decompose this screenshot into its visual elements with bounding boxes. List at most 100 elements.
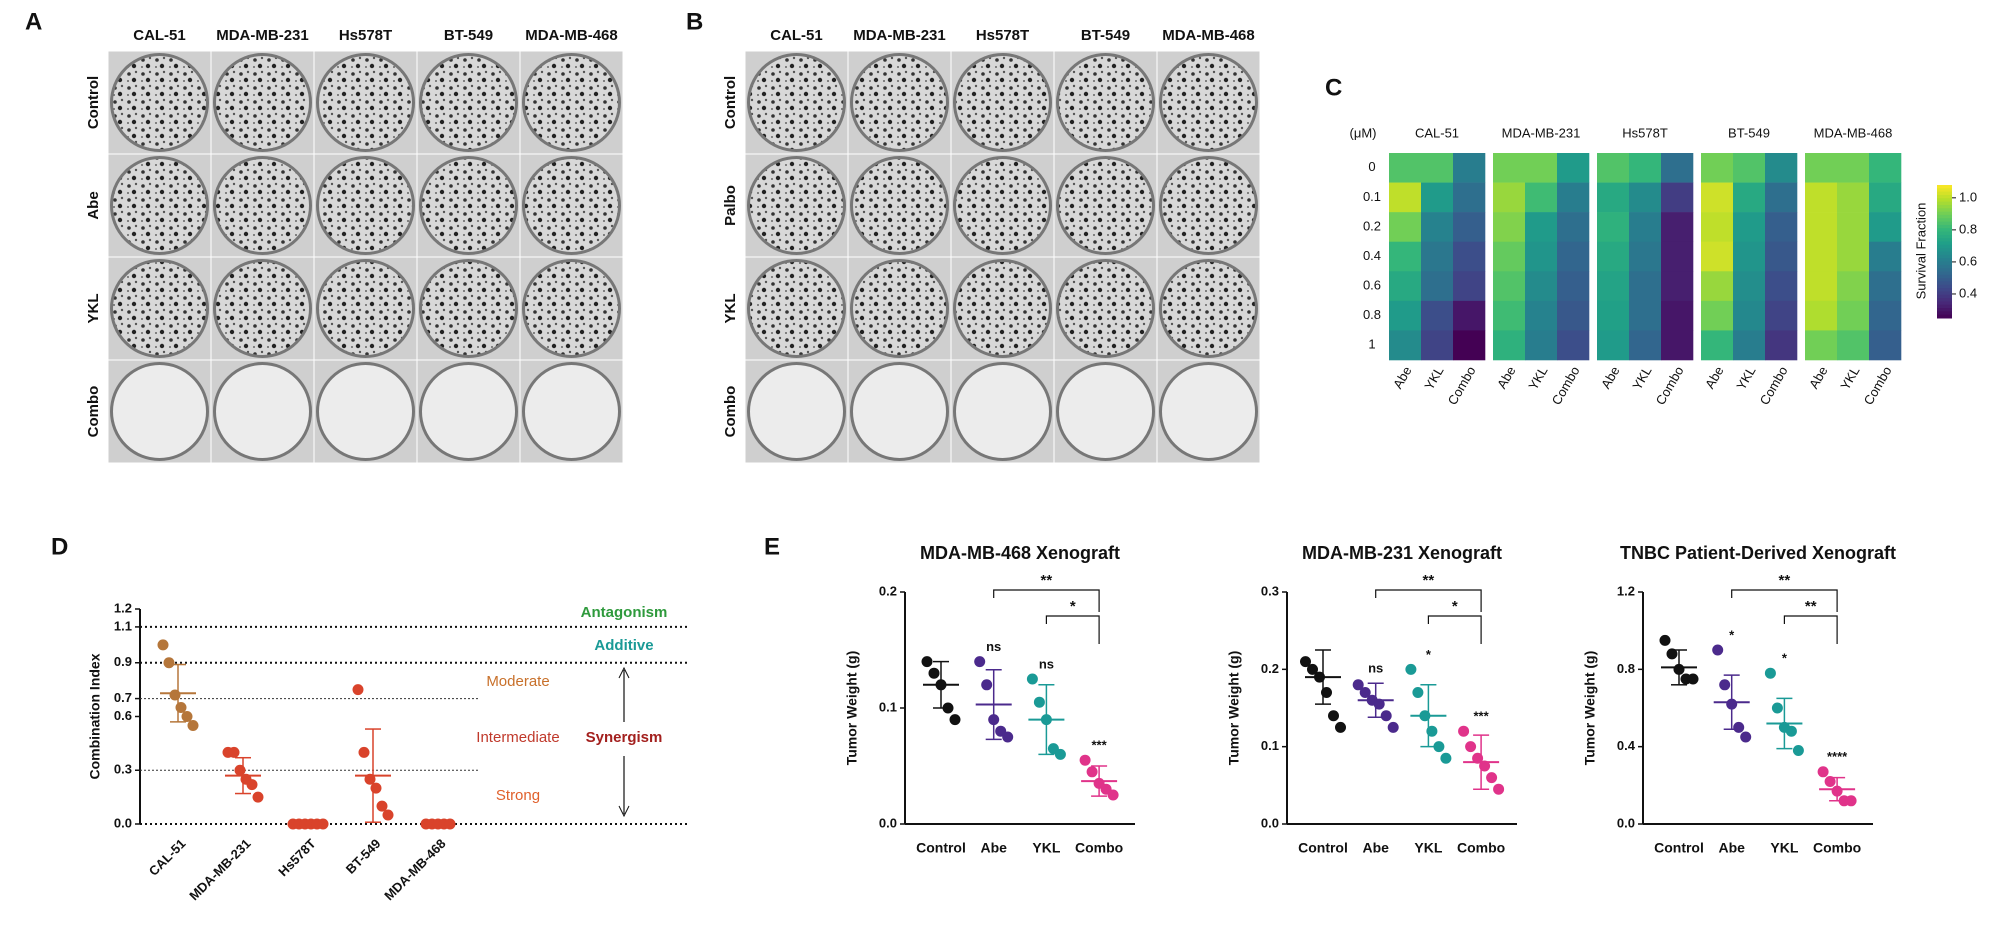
heat-cell <box>1837 271 1870 302</box>
colorbar-segment <box>1937 284 1952 289</box>
row-label: 0.6 <box>1363 278 1381 293</box>
row-header: Control <box>722 76 739 129</box>
heat-cell <box>1661 241 1694 272</box>
heat-cell <box>1629 182 1662 213</box>
heat-cell <box>1837 300 1870 331</box>
heat-cell <box>1869 212 1902 243</box>
heat-cell <box>1661 300 1694 331</box>
colorbar-segment <box>1937 278 1952 282</box>
heat-cell <box>1525 182 1558 213</box>
colorbar-segment <box>1937 291 1952 296</box>
colorbar-segment <box>1937 214 1952 219</box>
colorbar-segment <box>1937 308 1952 312</box>
heat-cell <box>1525 153 1558 183</box>
heat-cell <box>1629 241 1662 272</box>
plate <box>1159 53 1258 152</box>
colorbar-segment <box>1937 254 1952 259</box>
plate <box>1056 259 1155 358</box>
column-header: MDA-MB-468 <box>525 27 618 44</box>
heat-cell <box>1557 153 1590 183</box>
annotation: Intermediate <box>476 729 559 746</box>
x-tick-label: Abe <box>1362 840 1389 856</box>
significance-bracket <box>1731 589 1838 612</box>
chart-title: MDA-MB-468 Xenograft <box>920 543 1120 563</box>
data-point <box>1412 687 1424 699</box>
data-point <box>1026 673 1038 685</box>
heat-cell <box>1765 153 1798 183</box>
colorbar-segment <box>1937 238 1952 243</box>
plate <box>419 53 518 152</box>
data-point <box>1712 644 1724 656</box>
heat-cell <box>1701 271 1734 302</box>
plate <box>850 53 949 152</box>
plate <box>1159 156 1258 255</box>
heat-cell <box>1597 300 1630 331</box>
data-point <box>949 714 961 726</box>
heat-cell <box>1421 330 1454 361</box>
plate <box>1159 259 1258 358</box>
heat-cell <box>1493 330 1526 361</box>
heat-cell <box>1453 182 1486 213</box>
heat-cell <box>1453 300 1486 331</box>
colorbar-segment <box>1937 191 1952 196</box>
column-label: Combo <box>1757 364 1791 408</box>
y-tick-label: 0.8 <box>1617 661 1635 676</box>
column-header: Hs578T <box>339 27 392 44</box>
heat-cell <box>1805 330 1838 361</box>
heat-cell <box>1493 182 1526 213</box>
column-label: Combo <box>1549 364 1583 408</box>
column-header: MDA-MB-231 <box>853 27 946 44</box>
data-point <box>1458 725 1470 737</box>
plate <box>213 362 312 461</box>
heat-cell <box>1389 300 1422 331</box>
data-point <box>181 711 193 722</box>
column-label: YKL <box>1421 364 1446 393</box>
heat-cell <box>1733 271 1766 302</box>
heat-cell <box>1869 271 1902 302</box>
plate <box>1056 156 1155 255</box>
data-point <box>1817 766 1829 778</box>
colorbar-segment <box>1937 185 1952 189</box>
panel-label: A <box>25 8 42 35</box>
colorbar-segment <box>1937 274 1952 279</box>
colorbar-segment <box>1937 264 1952 269</box>
plate <box>419 362 518 461</box>
heat-cell <box>1629 153 1662 183</box>
data-point <box>1493 783 1505 795</box>
heat-cell <box>1869 300 1902 331</box>
heat-cell <box>1733 212 1766 243</box>
row-label: 0.1 <box>1363 189 1381 204</box>
colorbar-segment <box>1937 218 1952 223</box>
plate <box>522 156 621 255</box>
column-label: Abe <box>1598 364 1623 392</box>
plate <box>1056 362 1155 461</box>
colorbar-tick-label: 0.8 <box>1959 221 1977 236</box>
row-label: 0 <box>1368 159 1375 174</box>
column-header: BT-549 <box>1081 27 1130 44</box>
y-axis-label: Combination Index <box>87 653 103 779</box>
y-tick-label: 0.0 <box>114 815 132 830</box>
panel-label: B <box>686 8 703 35</box>
heat-cell <box>1701 212 1734 243</box>
y-tick-label: 0.1 <box>1261 738 1279 753</box>
y-tick-label: 0.6 <box>114 708 132 723</box>
y-axis-label: Tumor Weight (g) <box>1226 651 1242 766</box>
heat-cell <box>1701 330 1734 361</box>
annotation: Moderate <box>486 673 549 690</box>
heat-cell <box>1421 300 1454 331</box>
data-point <box>228 746 240 758</box>
x-tick-label: Abe <box>1718 840 1745 856</box>
x-tick-label: Control <box>1298 840 1348 856</box>
heat-cell <box>1629 300 1662 331</box>
plate <box>213 259 312 358</box>
plate <box>850 362 949 461</box>
colorbar-segment <box>1937 248 1952 252</box>
heat-cell <box>1837 153 1870 183</box>
bracket-label: ** <box>1041 572 1053 589</box>
heat-cell <box>1421 241 1454 272</box>
data-point <box>1824 775 1836 787</box>
heat-cell <box>1733 241 1766 272</box>
heat-cell <box>1597 241 1630 272</box>
colorbar-segment <box>1937 198 1952 203</box>
column-label: Abe <box>1390 364 1415 392</box>
